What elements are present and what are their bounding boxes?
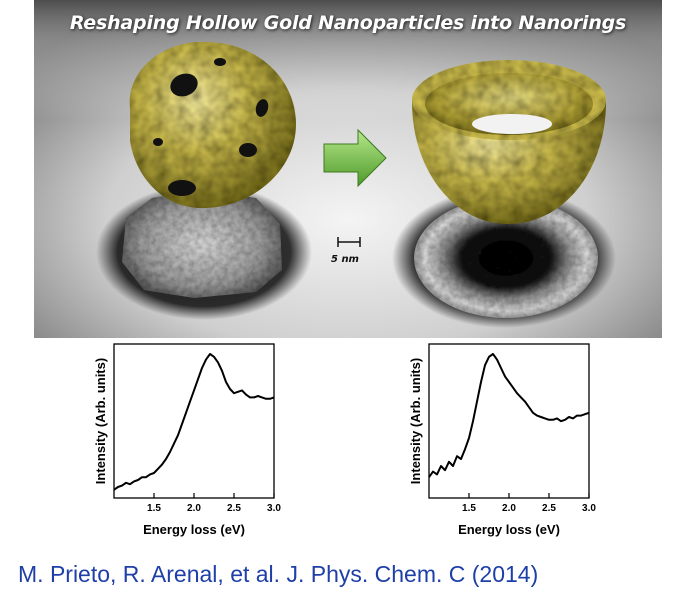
x-tick-label: 2.0	[187, 503, 201, 514]
nanoring-tem-image	[414, 198, 598, 318]
nanoring-opening	[472, 114, 552, 134]
citation: M. Prieto, R. Arenal, et al. J. Phys. Ch…	[18, 561, 539, 587]
x-tick-label: 1.5	[462, 503, 476, 514]
particle-pore	[239, 143, 257, 157]
particle-pore	[170, 73, 198, 97]
transformation-arrow-icon	[323, 128, 387, 188]
spectrum-line	[428, 353, 590, 478]
hollow-particle-tem-image	[122, 190, 282, 298]
banner-illustration	[34, 0, 662, 338]
x-tick-label: 2.5	[227, 503, 241, 514]
x-tick-label: 3.0	[267, 503, 281, 514]
chart-svg: 1.5 2.0 2.5 3.0 Energy loss (eV) Intensity (A…	[408, 343, 596, 537]
x-tick-label: 1.5	[147, 503, 161, 514]
eels-spectrum-nanoring: 1.5 2.0 2.5 3.0 Energy loss (eV) Intensity (A…	[407, 338, 602, 546]
chart-svg: 1.5 2.0 2.5 3.0 Energy loss (eV) Intensity (A…	[93, 343, 281, 537]
plot-frame	[428, 343, 590, 499]
x-axis-label: Energy loss (eV)	[458, 522, 560, 537]
gold-nanoring-model	[412, 60, 606, 224]
particle-pore	[153, 138, 163, 146]
x-tick-label: 3.0	[582, 503, 596, 514]
particle-pore	[168, 180, 196, 196]
plot-frame	[113, 343, 275, 499]
eels-spectrum-hollow-particle: 1.5 2.0 2.5 3.0 Energy loss (eV) Intensity (A…	[92, 338, 287, 546]
banner-title: Reshaping Hollow Gold Nanoparticles into…	[69, 12, 627, 34]
spectrum-line	[113, 353, 275, 491]
x-tick-label: 2.0	[502, 503, 516, 514]
scale-bar	[337, 237, 361, 247]
x-tick-label: 2.5	[542, 503, 556, 514]
hollow-gold-nanoparticle-model	[129, 41, 296, 209]
particle-pore	[214, 58, 226, 66]
x-axis-label: Energy loss (eV)	[143, 522, 245, 537]
y-axis-label: Intensity (Arb. units)	[93, 358, 108, 484]
particle-pore	[255, 99, 269, 117]
y-axis-label: Intensity (Arb. units)	[408, 358, 423, 484]
graphical-abstract-banner: Reshaping Hollow Gold Nanoparticles into…	[34, 0, 662, 338]
scale-bar-label: 5 nm	[331, 254, 359, 265]
